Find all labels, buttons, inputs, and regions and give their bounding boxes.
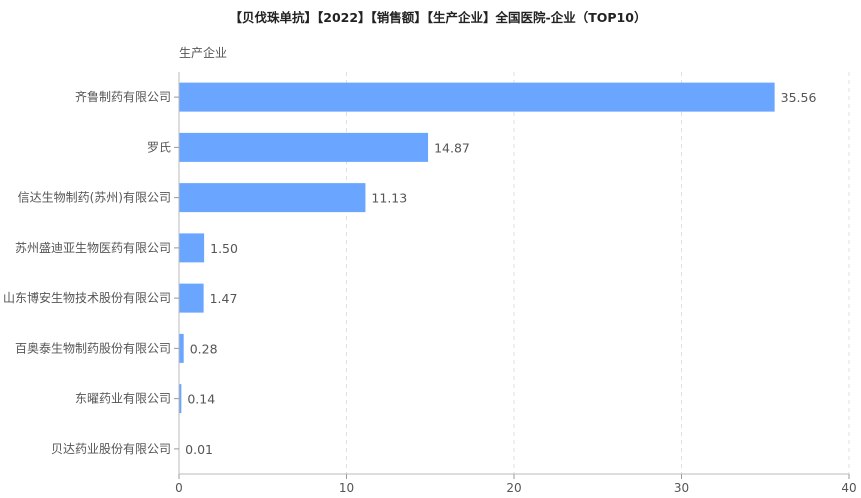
x-tick-label: 10 [339, 481, 354, 495]
grid-lines [346, 72, 850, 474]
bar[interactable] [179, 82, 775, 112]
bars [179, 82, 775, 464]
data-label: 11.13 [371, 191, 407, 206]
data-label: 0.01 [185, 442, 213, 457]
x-tick-label: 0 [175, 481, 183, 495]
data-label: 1.50 [210, 241, 238, 256]
category-label: 齐鲁制药有限公司 [75, 89, 171, 104]
x-tick-label: 20 [506, 481, 521, 495]
bar[interactable] [179, 384, 182, 414]
bar[interactable] [179, 183, 366, 213]
category-label: 山东博安生物技术股份有限公司 [3, 290, 171, 305]
category-label: 信达生物制药(苏州)有限公司 [18, 191, 171, 205]
y-axis-name: 生产企业 [179, 45, 227, 60]
x-tick-label: 30 [674, 481, 689, 495]
chart-title: 【贝伐珠单抗】【2022】【销售额】【生产企业】全国医院-企业（TOP10） [230, 10, 647, 25]
data-label: 35.56 [781, 90, 817, 105]
category-label: 百奥泰生物制药股份有限公司 [15, 341, 171, 355]
data-label: 0.28 [190, 341, 218, 356]
axes [174, 72, 850, 479]
labels: 0 10 20 30 40 齐鲁制药有限公司 35.56 罗氏 14.87 信达生物制药(苏州)有… [3, 89, 857, 495]
data-label: 1.47 [210, 291, 238, 306]
bar[interactable] [179, 333, 184, 363]
bar[interactable] [179, 283, 204, 313]
category-label: 贝达药业股份有限公司 [51, 442, 171, 456]
category-label: 苏州盛迪亚生物医药有限公司 [15, 240, 171, 255]
category-label: 东曜药业有限公司 [75, 392, 171, 406]
data-label: 14.87 [434, 140, 470, 155]
bar[interactable] [179, 132, 429, 162]
bar[interactable] [179, 233, 205, 263]
category-label: 罗氏 [147, 140, 171, 154]
x-tick-label: 40 [841, 481, 856, 495]
data-label: 0.14 [187, 392, 215, 407]
